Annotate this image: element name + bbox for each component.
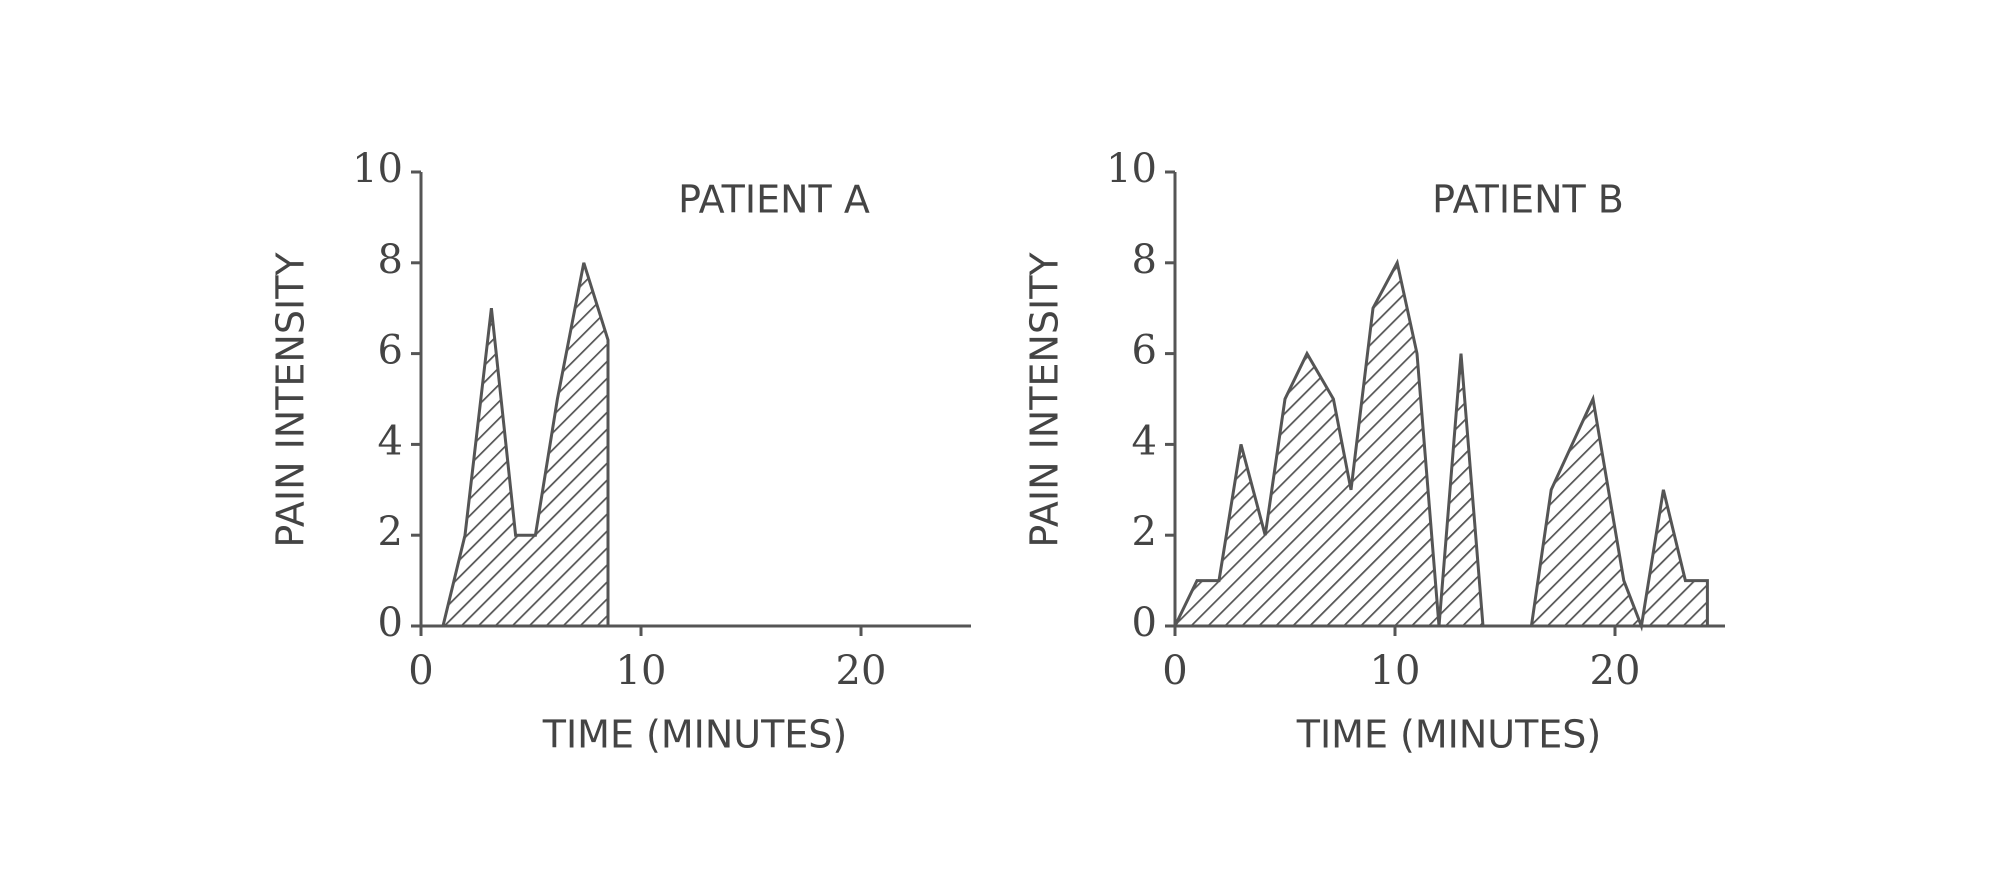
chart-title: PATIENT B (1432, 178, 1624, 222)
y-tick-label: 4 (378, 418, 403, 464)
y-tick-label: 8 (1132, 237, 1157, 283)
chart-title: PATIENT A (678, 178, 870, 222)
y-tick-label: 4 (1132, 418, 1157, 464)
x-tick-label: 20 (836, 648, 887, 694)
x-tick-label: 0 (1162, 648, 1187, 694)
y-tick-label: 8 (378, 237, 403, 283)
area (441, 262, 610, 628)
y-tick-label: 6 (1132, 328, 1157, 374)
y-axis-label: PAIN INTENSITY (1023, 252, 1067, 548)
x-tick-label: 10 (1370, 648, 1421, 694)
x-tick-label: 10 (616, 648, 667, 694)
y-tick-label: 2 (378, 509, 403, 555)
y-tick-label: 6 (378, 328, 403, 374)
y-tick-label: 10 (352, 146, 403, 192)
y-tick-label: 0 (378, 600, 403, 646)
x-tick-label: 20 (1590, 648, 1641, 694)
y-tick-label: 0 (1132, 600, 1157, 646)
x-axis-label: TIME (MINUTES) (542, 713, 848, 757)
x-tick-label: 0 (408, 648, 433, 694)
y-axis-label: PAIN INTENSITY (269, 252, 313, 548)
y-tick-label: 10 (1106, 146, 1157, 192)
y-tick-label: 2 (1132, 509, 1157, 555)
x-axis-label: TIME (MINUTES) (1296, 713, 1602, 757)
area (1172, 258, 1709, 632)
